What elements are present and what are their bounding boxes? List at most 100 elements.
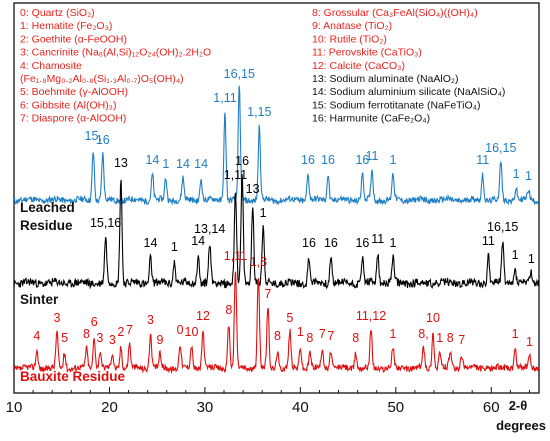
peak-label: 16 (355, 236, 369, 250)
peak-label: 2 (117, 325, 124, 339)
peak-label: 10 (185, 325, 199, 339)
row-label: Leached Residue (20, 200, 75, 233)
legend-entry: 6: Gibbsite (Al(OH)₃) (20, 99, 116, 111)
peak-label: 1 (525, 169, 532, 183)
legend-entry: 13: Sodium aluminate (NaAlO₂) (312, 73, 458, 85)
peak-label: 11,12 (356, 309, 386, 323)
peak-label: 11 (476, 153, 489, 167)
peak-label: 3 (109, 333, 116, 347)
peak-label: 8 (83, 327, 90, 341)
legend-entry: 1: Hematite (Fe₂O₃) (20, 20, 112, 32)
legend-entry: 9: Anatase (TiO₂) (312, 20, 392, 32)
x-tick-label: 10 (6, 399, 23, 416)
peak-label: 1 (171, 240, 178, 254)
peak-label: 16 (324, 236, 338, 250)
peak-label: 8 (447, 331, 454, 345)
peak-label: 3 (54, 311, 61, 325)
peak-label: 1 (162, 157, 169, 171)
legend-entry: 8: Grossular (Ca₃FeAl(SiO₄)((OH)₄) (312, 7, 478, 19)
peak-label: 1,11 (224, 168, 247, 182)
legend-entry: 4: Chamosite (20, 60, 82, 72)
peak-label: 1 (513, 167, 520, 181)
x-tick-label: 40 (292, 399, 309, 416)
legend-entry: 0: Quartz (SiO₂) (20, 7, 95, 19)
legend-entry: 11: Perovskite (CaTiO₃) (312, 47, 422, 59)
legend-entry: 7: Diaspore (α-AlOOH) (20, 113, 126, 125)
peak-label: 7 (264, 287, 271, 301)
peak-label: 8 (352, 331, 359, 345)
peak-label: 12 (196, 309, 210, 323)
peak-label: 7 (327, 329, 334, 343)
peak-label: 8 (306, 331, 313, 345)
peak-label: 7 (126, 323, 133, 337)
peak-label: 16 (355, 153, 369, 167)
peak-label: 1,15 (247, 105, 271, 119)
peak-label: 1 (390, 153, 397, 167)
peak-label: 1 (512, 327, 519, 341)
peak-label: 13 (114, 156, 128, 170)
legend-entry: (Fe₁.₈Mg₀.₂Al₀.₈(Si₁.₃Al₀.₇)O₅(OH)₄) (20, 73, 184, 85)
legend-entry: 5: Boehmite (γ-AlOOH) (20, 86, 128, 98)
peak-label: 16 (235, 154, 249, 168)
peak-label: 13,14 (194, 222, 225, 236)
legend-entry: 14: Sodium aluminium silicate (NaAlSiO₄) (312, 86, 505, 98)
peak-label: 1 (528, 252, 535, 266)
peak-label: 1,11 (213, 91, 236, 105)
peak-label: 1 (390, 327, 397, 341)
peak-label: 16,15 (487, 220, 518, 234)
peak-label: 8 (225, 303, 232, 317)
x-axis: 10 20 30 40 50 60 (6, 387, 530, 416)
peak-label: 1 (297, 325, 304, 339)
x-axis-label-unit: degrees (496, 418, 546, 433)
peak-label: 3 (96, 331, 103, 345)
peak-label: 1 (260, 206, 267, 220)
peak-label: 8, (418, 327, 428, 341)
x-tick-label: 30 (197, 399, 214, 416)
peak-label: 11 (366, 149, 379, 163)
peak-label: 16 (301, 153, 315, 167)
legend-entry: 10: Rutile (TiO₂) (312, 33, 387, 45)
peak-label: 14 (144, 236, 158, 250)
peak-label: 1,11 (224, 249, 247, 263)
plot-frame (13, 2, 540, 394)
row-labels: Leached Residue Sinter Bauxite Residue (20, 200, 126, 384)
legend-entry: 15: Sodium ferrotitanate (NaFeTiO₄) (312, 99, 480, 111)
peak-label: 16 (321, 153, 335, 167)
peak-label: 14 (145, 153, 159, 167)
peak-label: 7 (458, 333, 465, 347)
peak-label: 14 (176, 157, 190, 171)
row-label: Bauxite Residue (20, 369, 126, 384)
phase-legend: 0: Quartz (SiO₂)1: Hematite (Fe₂O₃)2: Go… (20, 7, 505, 125)
peak-label: 1,8 (250, 255, 267, 269)
row-label: Sinter (20, 292, 59, 307)
peak-label: 11 (371, 232, 384, 246)
x-tick-label: 20 (101, 399, 118, 416)
peak-label: 14 (194, 157, 208, 171)
peak-label: 1 (512, 248, 519, 262)
peak-label: 6 (91, 315, 98, 329)
diffraction-traces (13, 85, 540, 375)
peak-label: 15, (85, 129, 102, 143)
peak-label: 15,16 (90, 216, 121, 230)
x-axis-label: 2-θ (509, 398, 528, 413)
x-tick-label: 50 (387, 399, 404, 416)
legend-entry: 2: Goethite (α-FeOOH) (20, 33, 127, 45)
peak-label: 8 (274, 329, 281, 343)
peak-label: 5 (61, 331, 68, 345)
peak-label: 16,15 (224, 67, 255, 81)
peak-label: 4 (33, 329, 40, 343)
legend-entry: 3: Cancrinite (Na₆(Al,Si)₁₂O₂₄(OH)₂.2H₂O (20, 47, 211, 59)
peak-label: 0 (177, 323, 184, 337)
peak-label: 10 (426, 311, 440, 325)
peak-label: 1 (390, 236, 397, 250)
peak-label: 1 (526, 335, 533, 349)
peak-label: 3 (147, 313, 154, 327)
legend-entry: 12: Calcite (CaCO₃) (312, 60, 405, 72)
peak-label: 5 (286, 311, 293, 325)
peak-label: 16,15 (485, 141, 516, 155)
legend-entry: 16: Harmunite (CaFe₂O₄) (312, 113, 430, 125)
peak-label: 14 (191, 234, 205, 248)
peak-label: 13 (246, 182, 260, 196)
